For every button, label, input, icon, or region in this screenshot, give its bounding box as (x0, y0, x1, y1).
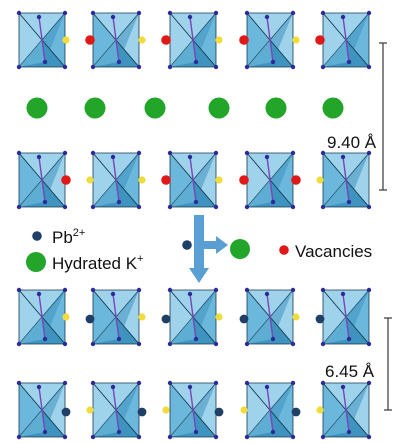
octahedron (167, 380, 219, 440)
octahedron (320, 150, 372, 210)
octahedron (16, 150, 68, 210)
octahedron (167, 287, 219, 347)
layer-1 (16, 10, 372, 70)
vacancy (315, 35, 325, 45)
interlayer-cation (138, 176, 146, 184)
vacancy-legend-label: Vacancies (295, 242, 372, 261)
vacancy (85, 35, 95, 45)
pb-ion (214, 407, 224, 417)
octahedron (320, 287, 372, 347)
spacing-label-bottom: 6.45 Å (325, 362, 375, 381)
pb-ion (291, 407, 301, 417)
octahedron (244, 380, 296, 440)
k-legend-label: Hydrated K+ (52, 253, 143, 273)
octahedron (244, 287, 296, 347)
octahedron (320, 10, 372, 70)
octahedron (90, 287, 142, 347)
k-exchange-dot (230, 239, 250, 259)
vacancy (161, 175, 171, 185)
hydrated-k-ion (322, 97, 344, 119)
octahedral-layers (16, 10, 372, 440)
hydrated-k-ion (144, 97, 166, 119)
interlayer-cation (86, 406, 94, 414)
vacancy (239, 175, 249, 185)
pb-ion (85, 314, 95, 324)
octahedron (244, 10, 296, 70)
pb-legend-dot (32, 231, 42, 241)
interlayer-cation (292, 313, 300, 321)
interlayer-cation (138, 313, 146, 321)
layer-4 (16, 380, 372, 440)
spacing-label-top: 9.40 Å (327, 133, 377, 152)
hydrated-k-interlayer (26, 97, 344, 119)
interlayer-cation (316, 176, 324, 184)
interlayer-cation (86, 176, 94, 184)
interlayer-cation (62, 36, 70, 44)
octahedron (320, 380, 372, 440)
vacancy (291, 175, 301, 185)
pb-ion (137, 407, 147, 417)
pb-legend-label: Pb2+ (52, 227, 85, 247)
octahedron (167, 10, 219, 70)
k-legend-dot (26, 252, 46, 272)
interlayer-cation (292, 36, 300, 44)
octahedron (16, 380, 68, 440)
octahedron (90, 150, 142, 210)
pb-ion (315, 314, 325, 324)
interlayer-cation (162, 406, 170, 414)
octahedron (244, 150, 296, 210)
pb-exchange-dot (182, 240, 192, 250)
vacancy-legend-dot (279, 245, 289, 255)
interlayer-cation (316, 406, 324, 414)
hydrated-k-ion (265, 97, 287, 119)
interlayer-cation (215, 176, 223, 184)
interlayer-cation (240, 406, 248, 414)
interlayer-cation (215, 313, 223, 321)
octahedron (90, 380, 142, 440)
layer-2 (16, 150, 372, 210)
octahedron (90, 10, 142, 70)
exchange-arrow (189, 215, 228, 283)
vacancy (161, 35, 171, 45)
octahedron (16, 287, 68, 347)
octahedron (167, 150, 219, 210)
spacing-bracket-top (379, 42, 387, 191)
hydrated-k-ion (208, 97, 230, 119)
pb-ion (161, 314, 171, 324)
vacancy (239, 35, 249, 45)
pb-ion (61, 407, 71, 417)
vacancy (61, 175, 71, 185)
spacing-bracket-bottom (384, 317, 392, 411)
interlayer-cation (62, 313, 70, 321)
layer-3 (16, 287, 372, 347)
pb-ion (239, 314, 249, 324)
hydrated-k-ion (26, 97, 48, 119)
interlayer-cation (138, 36, 146, 44)
interlayer-cation (215, 36, 223, 44)
hydrated-k-ion (84, 97, 106, 119)
octahedron (16, 10, 68, 70)
